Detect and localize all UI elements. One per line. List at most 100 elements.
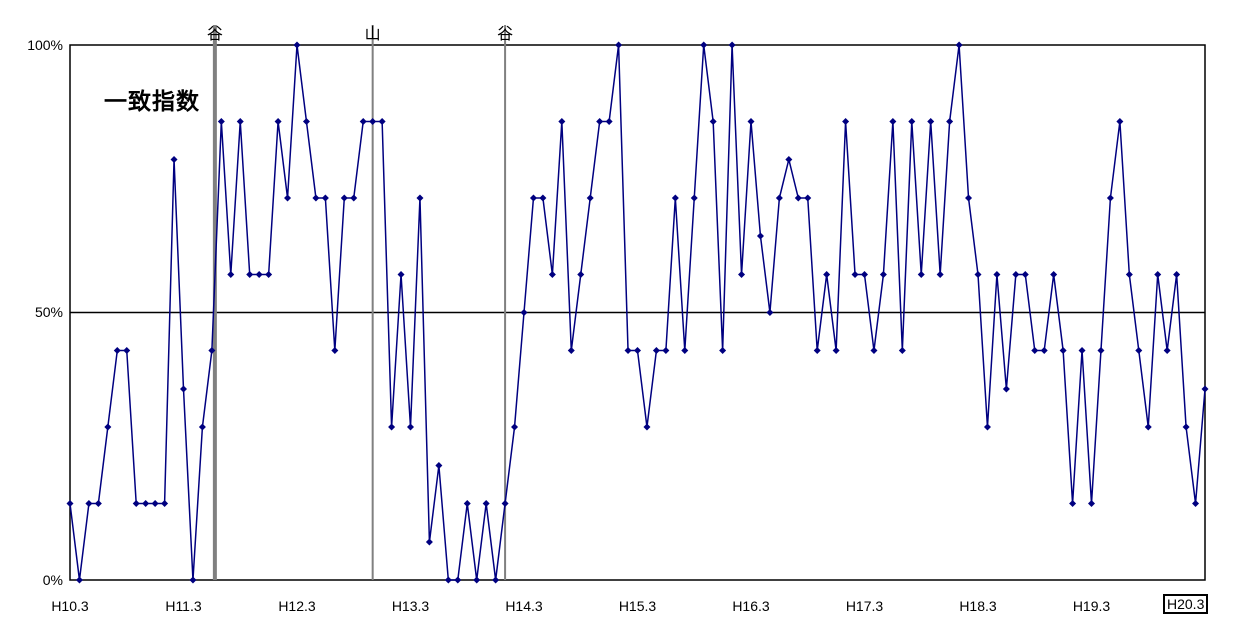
data-point bbox=[236, 118, 244, 126]
data-point bbox=[983, 423, 991, 431]
data-point bbox=[198, 423, 206, 431]
data-point bbox=[567, 346, 575, 354]
data-point bbox=[1154, 271, 1162, 279]
data-point bbox=[255, 271, 263, 279]
data-point bbox=[1125, 271, 1133, 279]
data-point bbox=[444, 576, 452, 584]
data-point bbox=[227, 271, 235, 279]
data-point bbox=[785, 155, 793, 163]
data-point bbox=[454, 576, 462, 584]
x-tick-label: H20.3 bbox=[1163, 594, 1209, 614]
data-point bbox=[378, 118, 386, 126]
data-point bbox=[917, 271, 925, 279]
data-point bbox=[416, 194, 424, 202]
data-point bbox=[85, 499, 93, 507]
data-point bbox=[965, 194, 973, 202]
data-point bbox=[265, 271, 273, 279]
data-point bbox=[1182, 423, 1190, 431]
data-point bbox=[170, 155, 178, 163]
data-point bbox=[605, 118, 613, 126]
data-point bbox=[331, 346, 339, 354]
data-point bbox=[142, 499, 150, 507]
data-point bbox=[974, 271, 982, 279]
data-point bbox=[539, 194, 547, 202]
data-point bbox=[388, 423, 396, 431]
data-point bbox=[350, 194, 358, 202]
data-point bbox=[955, 41, 963, 49]
data-point bbox=[511, 423, 519, 431]
data-point bbox=[1088, 499, 1095, 507]
data-point bbox=[681, 346, 689, 354]
data-point bbox=[634, 346, 641, 354]
x-tick-label: H18.3 bbox=[959, 598, 997, 614]
data-point bbox=[104, 423, 112, 431]
data-point bbox=[492, 576, 500, 584]
y-tick-50: 50% bbox=[34, 304, 63, 320]
data-point bbox=[927, 118, 935, 126]
data-point bbox=[1097, 346, 1105, 354]
data-point bbox=[700, 41, 708, 49]
data-point bbox=[775, 194, 783, 202]
data-point bbox=[832, 346, 840, 354]
x-tick-label: H17.3 bbox=[845, 598, 884, 614]
data-point bbox=[993, 271, 1001, 279]
data-point bbox=[312, 194, 320, 202]
data-point bbox=[1031, 346, 1039, 354]
y-tick-100: 100% bbox=[27, 37, 63, 53]
data-point bbox=[898, 346, 906, 354]
data-point bbox=[132, 499, 140, 507]
data-point bbox=[577, 271, 585, 279]
data-point bbox=[340, 194, 348, 202]
data-point bbox=[274, 118, 282, 126]
data-point bbox=[652, 346, 660, 354]
data-point bbox=[359, 118, 367, 126]
data-point bbox=[1069, 499, 1077, 507]
data-point bbox=[879, 271, 887, 279]
data-point bbox=[690, 194, 698, 202]
data-point bbox=[1192, 499, 1200, 507]
x-tick-label: H19.3 bbox=[1072, 598, 1111, 614]
data-point bbox=[123, 346, 131, 354]
data-point bbox=[66, 499, 74, 507]
x-tick-label: H13.3 bbox=[391, 598, 430, 614]
data-point bbox=[302, 118, 310, 126]
series-layer bbox=[66, 41, 1209, 584]
data-point bbox=[1050, 271, 1058, 279]
x-tick-label: H15.3 bbox=[618, 598, 657, 614]
data-point bbox=[558, 118, 566, 126]
data-point bbox=[529, 194, 537, 202]
data-point bbox=[151, 499, 159, 507]
chart-title: 一致指数 bbox=[104, 89, 200, 115]
data-point bbox=[1144, 423, 1152, 431]
x-tick-label: H16.3 bbox=[732, 598, 770, 614]
data-point bbox=[596, 118, 604, 126]
x-tick-label: H12.3 bbox=[278, 598, 316, 614]
x-tick-label: H11.3 bbox=[165, 598, 202, 614]
data-point bbox=[747, 118, 755, 126]
data-point bbox=[794, 194, 802, 202]
data-point bbox=[208, 346, 216, 354]
cycle-marker-lines bbox=[212, 25, 507, 580]
data-point bbox=[851, 271, 859, 279]
data-point bbox=[1012, 271, 1020, 279]
data-point bbox=[1173, 271, 1181, 279]
data-point bbox=[246, 271, 254, 279]
x-tick-label: H10.3 bbox=[51, 598, 89, 614]
data-point bbox=[1078, 346, 1086, 354]
data-point bbox=[908, 118, 916, 126]
data-point bbox=[870, 346, 878, 354]
data-point bbox=[889, 118, 897, 126]
data-point bbox=[284, 194, 292, 202]
data-point bbox=[643, 423, 651, 431]
data-point bbox=[804, 194, 812, 202]
data-point bbox=[482, 499, 490, 507]
data-point bbox=[1163, 346, 1171, 354]
data-point bbox=[615, 41, 623, 49]
data-point bbox=[217, 118, 225, 126]
data-point bbox=[161, 499, 169, 507]
data-point bbox=[728, 41, 736, 49]
data-point bbox=[823, 271, 831, 279]
data-point bbox=[946, 118, 954, 126]
data-point bbox=[671, 194, 679, 202]
